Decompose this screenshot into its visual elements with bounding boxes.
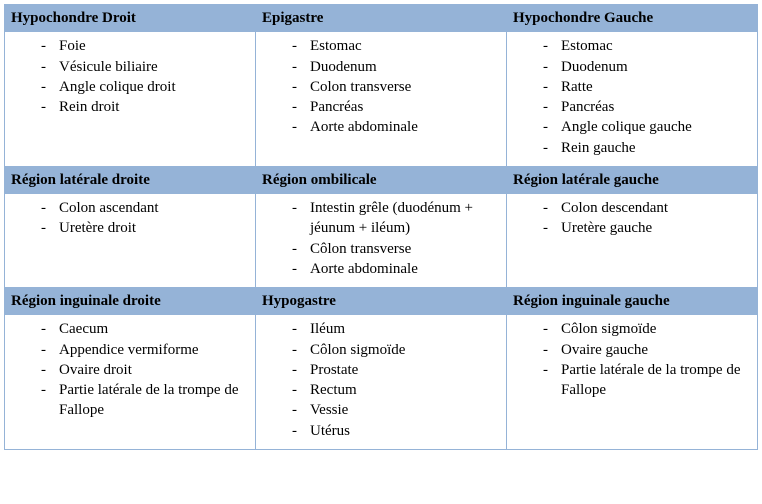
list-item: Uretère gauche	[543, 218, 751, 238]
list-item: Prostate	[292, 360, 500, 380]
list-item: Pancréas	[292, 97, 500, 117]
list-item: Estomac	[292, 36, 500, 56]
list-item: Ovaire droit	[41, 360, 249, 380]
list-item: Caecum	[41, 319, 249, 339]
region-header: Hypochondre Gauche	[507, 5, 758, 32]
region-cell: Intestin grêle (duodénum + jéunum + iléu…	[256, 194, 507, 288]
region-header: Région inguinale droite	[5, 288, 256, 315]
list-item: Foie	[41, 36, 249, 56]
list-item: Intestin grêle (duodénum + jéunum + iléu…	[292, 198, 500, 239]
list-item: Angle colique gauche	[543, 117, 751, 137]
list-item: Utérus	[292, 421, 500, 441]
region-cell: Caecum Appendice vermiforme Ovaire droit…	[5, 315, 256, 450]
list-item: Ratte	[543, 77, 751, 97]
region-cell: Colon descendant Uretère gauche	[507, 194, 758, 288]
list-item: Ovaire gauche	[543, 340, 751, 360]
table-header-row: Région latérale droite Région ombilicale…	[5, 166, 758, 193]
region-header: Région inguinale gauche	[507, 288, 758, 315]
list-item: Aorte abdominale	[292, 259, 500, 279]
abdominal-regions-table: Hypochondre Droit Epigastre Hypochondre …	[4, 4, 758, 450]
list-item: Duodenum	[292, 57, 500, 77]
list-item: Aorte abdominale	[292, 117, 500, 137]
table-header-row: Hypochondre Droit Epigastre Hypochondre …	[5, 5, 758, 32]
list-item: Estomac	[543, 36, 751, 56]
list-item: Vésicule biliaire	[41, 57, 249, 77]
list-item: Appendice vermiforme	[41, 340, 249, 360]
region-header: Région ombilicale	[256, 166, 507, 193]
region-header: Région latérale gauche	[507, 166, 758, 193]
region-cell: Estomac Duodenum Ratte Pancréas Angle co…	[507, 32, 758, 167]
region-cell: Côlon sigmoïde Ovaire gauche Partie laté…	[507, 315, 758, 450]
list-item: Pancréas	[543, 97, 751, 117]
list-item: Côlon sigmoïde	[543, 319, 751, 339]
list-item: Rein droit	[41, 97, 249, 117]
region-header: Hypogastre	[256, 288, 507, 315]
list-item: Uretère droit	[41, 218, 249, 238]
list-item: Rein gauche	[543, 138, 751, 158]
region-header: Hypochondre Droit	[5, 5, 256, 32]
list-item: Côlon transverse	[292, 239, 500, 259]
list-item: Côlon sigmoïde	[292, 340, 500, 360]
region-cell: Iléum Côlon sigmoïde Prostate Rectum Ves…	[256, 315, 507, 450]
list-item: Rectum	[292, 380, 500, 400]
list-item: Iléum	[292, 319, 500, 339]
table-content-row: Foie Vésicule biliaire Angle colique dro…	[5, 32, 758, 167]
list-item: Angle colique droit	[41, 77, 249, 97]
list-item: Vessie	[292, 400, 500, 420]
region-cell: Colon ascendant Uretère droit	[5, 194, 256, 288]
region-cell: Foie Vésicule biliaire Angle colique dro…	[5, 32, 256, 167]
list-item: Colon ascendant	[41, 198, 249, 218]
table-content-row: Colon ascendant Uretère droit Intestin g…	[5, 194, 758, 288]
region-cell: Estomac Duodenum Colon transverse Pancré…	[256, 32, 507, 167]
table-header-row: Région inguinale droite Hypogastre Régio…	[5, 288, 758, 315]
list-item: Partie latérale de la trompe de Fallope	[41, 380, 249, 421]
list-item: Colon transverse	[292, 77, 500, 97]
list-item: Partie latérale de la trompe de Fallope	[543, 360, 751, 401]
region-header: Epigastre	[256, 5, 507, 32]
list-item: Colon descendant	[543, 198, 751, 218]
list-item: Duodenum	[543, 57, 751, 77]
table-content-row: Caecum Appendice vermiforme Ovaire droit…	[5, 315, 758, 450]
region-header: Région latérale droite	[5, 166, 256, 193]
